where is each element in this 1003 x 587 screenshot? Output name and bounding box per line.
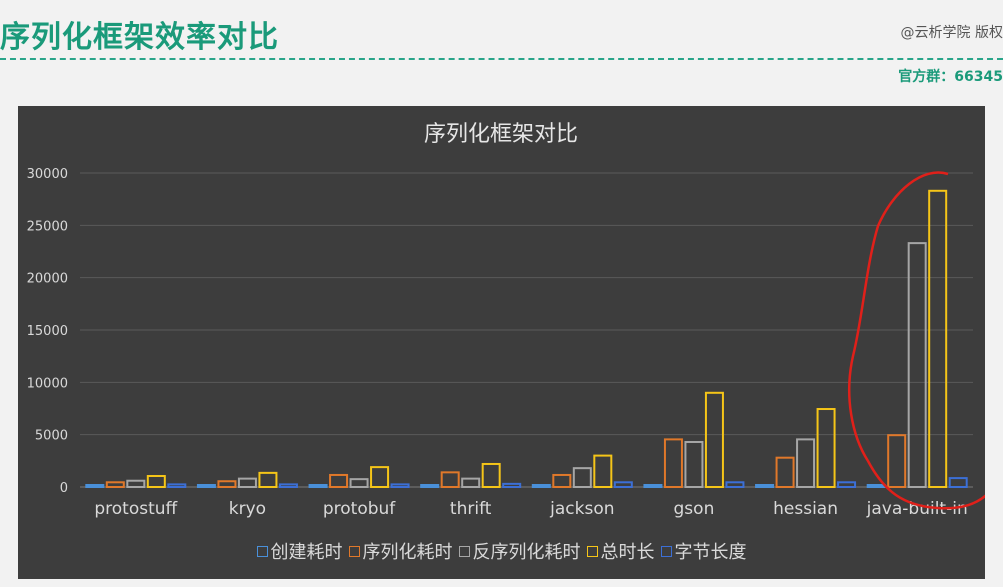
y-tick-label: 30000	[27, 167, 68, 182]
chart-svg: 序列化框架对比 0 5000 10000 15000 20000 25000 30000 pro…	[27, 122, 985, 519]
dashed-divider	[0, 58, 1003, 60]
bar	[237, 477, 257, 489]
x-tick-label: kryo	[229, 499, 266, 519]
legend-item: 创建耗时	[256, 538, 343, 564]
chart-panel: 序列化框架对比 0 5000 10000 15000 20000 25000 30000 pro…	[18, 106, 985, 579]
legend-swatch	[256, 545, 268, 557]
bar	[308, 484, 328, 488]
bar	[146, 475, 166, 489]
legend-swatch	[348, 545, 360, 557]
bar	[887, 434, 907, 489]
bar	[531, 484, 551, 488]
bar	[329, 473, 349, 489]
legend-swatch	[586, 545, 598, 557]
chart-title: 序列化框架对比	[424, 122, 578, 147]
bar	[258, 471, 278, 488]
y-tick-label: 10000	[27, 376, 68, 391]
bar	[481, 462, 501, 488]
bar	[440, 471, 460, 489]
bar	[85, 484, 105, 488]
bar	[816, 408, 836, 489]
y-tick-label: 0	[60, 481, 68, 496]
x-tick-label: jackson	[549, 499, 614, 519]
x-tick-label: java-built-in	[866, 499, 968, 519]
bar	[461, 477, 481, 489]
group-number: 官方群：66345	[898, 69, 1003, 85]
legend-label: 字节长度	[674, 542, 747, 563]
legend-swatch	[458, 545, 470, 557]
legend-item: 总时长	[586, 538, 655, 564]
bar	[725, 481, 745, 489]
bar	[552, 473, 572, 489]
chart-legend: 创建耗时 序列化耗时 反序列化耗时 总时长 字节长度	[18, 538, 985, 564]
bar	[948, 477, 968, 488]
bar	[755, 484, 775, 488]
bar	[105, 481, 125, 489]
x-tick-label: gson	[674, 499, 715, 519]
x-tick-label: protostuff	[94, 499, 178, 519]
y-tick-label: 25000	[27, 219, 68, 234]
y-tick-label: 5000	[35, 429, 68, 444]
bar	[643, 484, 663, 488]
brand-text: @云析学院 版权	[900, 25, 1003, 41]
bar	[775, 456, 795, 488]
bar	[390, 483, 410, 488]
legend-label: 总时长	[600, 542, 655, 563]
x-tick-label: protobuf	[323, 499, 396, 519]
bar	[907, 242, 927, 488]
bar	[837, 481, 857, 489]
y-tick-label: 20000	[27, 272, 68, 287]
bar	[217, 480, 237, 489]
bar	[349, 478, 369, 488]
bar	[593, 454, 613, 489]
bar	[502, 482, 522, 488]
legend-label: 创建耗时	[270, 542, 343, 563]
slide-title: 序列化框架效率对比	[0, 20, 279, 55]
legend-item: 字节长度	[660, 538, 747, 564]
bar	[663, 438, 683, 489]
y-tick-label: 15000	[27, 324, 68, 339]
bar	[572, 467, 592, 489]
bar	[613, 481, 633, 489]
legend-swatch	[660, 545, 672, 557]
bar	[684, 440, 704, 489]
bar	[370, 466, 390, 489]
bar	[196, 484, 216, 488]
legend-label: 序列化耗时	[362, 542, 453, 563]
bar	[704, 391, 724, 488]
legend-item: 反序列化耗时	[458, 538, 581, 564]
legend-label: 反序列化耗时	[472, 542, 581, 563]
legend-item: 序列化耗时	[348, 538, 453, 564]
x-tick-label: hessian	[773, 499, 838, 519]
bar	[866, 484, 886, 488]
bar	[928, 189, 948, 488]
bar	[126, 479, 146, 489]
bar	[278, 483, 298, 488]
bar	[796, 438, 816, 489]
bar	[420, 484, 440, 488]
x-tick-label: thrift	[450, 499, 492, 519]
annotation-circle	[847, 171, 985, 510]
bar	[167, 483, 187, 488]
